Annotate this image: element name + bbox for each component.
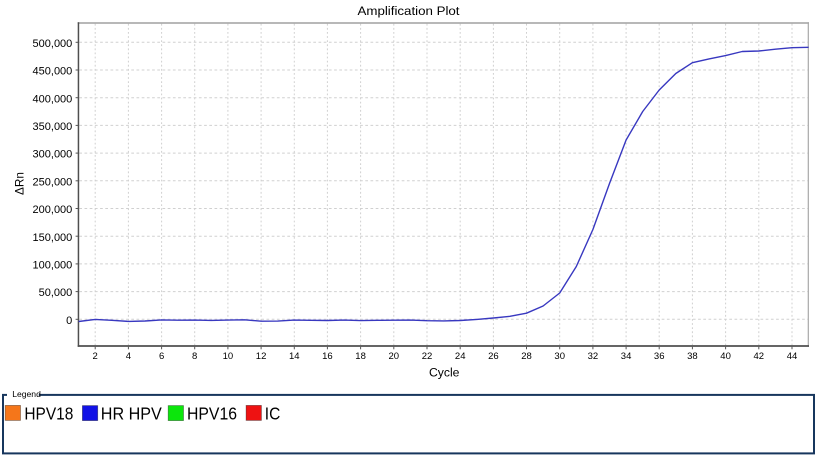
svg-text:36: 36 (654, 351, 665, 362)
svg-text:50,000: 50,000 (39, 287, 73, 299)
svg-text:8: 8 (192, 351, 197, 362)
svg-text:42: 42 (754, 351, 765, 362)
svg-text:500,000: 500,000 (33, 38, 73, 50)
svg-text:16: 16 (322, 351, 333, 362)
svg-text:4: 4 (126, 351, 131, 362)
svg-text:150,000: 150,000 (33, 232, 73, 244)
svg-text:HPV16: HPV16 (187, 404, 237, 424)
svg-text:450,000: 450,000 (33, 66, 73, 78)
svg-text:32: 32 (588, 351, 599, 362)
svg-text:34: 34 (621, 351, 632, 362)
svg-text:38: 38 (687, 351, 698, 362)
svg-text:400,000: 400,000 (33, 93, 73, 105)
svg-text:28: 28 (521, 351, 532, 362)
svg-text:350,000: 350,000 (33, 121, 73, 133)
svg-text:6: 6 (159, 351, 164, 362)
svg-text:200,000: 200,000 (33, 204, 73, 216)
svg-text:20: 20 (389, 351, 400, 362)
svg-text:100,000: 100,000 (33, 260, 73, 272)
svg-text:IC: IC (265, 404, 281, 424)
svg-text:HPV18: HPV18 (24, 404, 73, 424)
svg-text:10: 10 (223, 351, 234, 362)
svg-text:30: 30 (554, 351, 565, 362)
svg-text:22: 22 (422, 351, 433, 362)
svg-text:Cycle: Cycle (429, 365, 460, 379)
svg-text:18: 18 (355, 351, 366, 362)
svg-text:ΔRn: ΔRn (12, 172, 26, 195)
svg-text:300,000: 300,000 (33, 149, 73, 161)
svg-text:Amplification Plot: Amplification Plot (358, 4, 461, 18)
svg-text:14: 14 (289, 351, 300, 362)
svg-text:2: 2 (93, 351, 98, 362)
svg-text:Legend: Legend (12, 389, 41, 399)
svg-text:40: 40 (720, 351, 731, 362)
svg-text:12: 12 (256, 351, 267, 362)
svg-text:HR HPV: HR HPV (101, 404, 162, 424)
svg-text:44: 44 (787, 351, 798, 362)
svg-text:250,000: 250,000 (33, 176, 73, 188)
svg-text:24: 24 (455, 351, 466, 362)
svg-text:26: 26 (488, 351, 499, 362)
svg-text:0: 0 (66, 315, 72, 327)
